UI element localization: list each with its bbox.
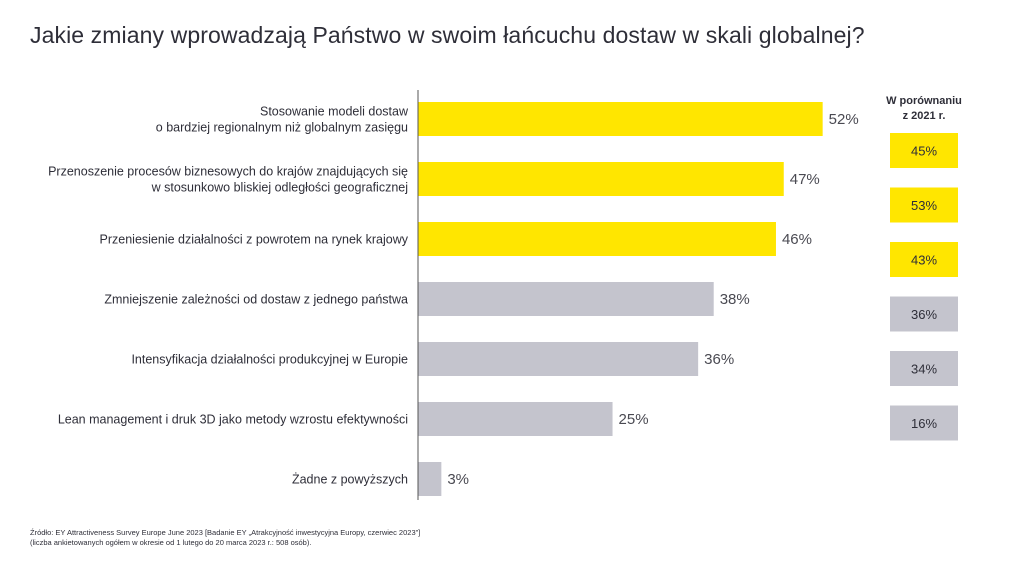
category-label-0: Stosowanie modeli dostaw o bardziej regio…	[156, 105, 409, 135]
comparison-value-3: 36%	[911, 307, 937, 322]
category-label-6: Żadne z powyższych	[292, 473, 408, 487]
source-line-1: Źródło: EY Attractiveness Survey Europe …	[30, 528, 421, 537]
bars-group: 52% Stosowanie modeli dostaw o bardziej re…	[48, 102, 859, 496]
comparison-box-4	[890, 351, 958, 386]
comparison-box-0	[890, 133, 958, 168]
comparison-box-5	[890, 405, 958, 441]
comparison-value-4: 34%	[911, 362, 937, 377]
bar-3	[418, 282, 714, 316]
category-label-5: Lean management i druk 3D jako metody wz…	[58, 413, 408, 427]
bar-value-label-4: 36%	[704, 351, 734, 368]
comparison-box-2	[890, 242, 958, 277]
comparison-value-1: 53%	[911, 198, 937, 213]
bar-1	[418, 162, 784, 196]
bar-0	[418, 102, 823, 136]
comparison-value-0: 45%	[911, 144, 937, 159]
bar-value-label-1: 47%	[790, 171, 820, 188]
comparison-value-2: 43%	[911, 253, 937, 268]
bar-value-label-2: 46%	[782, 231, 812, 248]
comparison-header: W porównaniu z 2021 r.	[886, 95, 962, 122]
source-note: Źródło: EY Attractiveness Survey Europe …	[30, 528, 420, 548]
comparison-box-3	[890, 296, 958, 332]
bar-value-label-3: 38%	[720, 291, 750, 308]
bar-value-label-0: 52%	[829, 111, 859, 128]
bar-2	[418, 222, 776, 256]
source-line-2: (liczba ankietowanych ogółem w okresie o…	[30, 538, 312, 547]
bar-6	[418, 462, 442, 496]
bar-5	[418, 402, 613, 436]
bar-value-label-6: 3%	[447, 471, 469, 488]
category-label-1: Przenoszenie procesów biznesowych do kra…	[48, 165, 408, 195]
chart-title: Jakie zmiany wprowadzają Państwo w swoim…	[30, 22, 865, 48]
category-label-2: Przeniesienie działalności z powrotem na…	[100, 233, 409, 247]
comparison-panel: W porównaniu z 2021 r. 45% 53% 43% 36% 34% 16%	[886, 95, 962, 441]
bar-4	[418, 342, 699, 376]
category-label-3: Zmniejszenie zależności od dostaw z jedn…	[104, 293, 408, 307]
comparison-value-5: 16%	[911, 416, 937, 431]
comparison-box-1	[890, 187, 958, 223]
category-label-4: Intensyfikacja działalności produkcyjnej…	[131, 353, 408, 367]
bar-value-label-5: 25%	[619, 411, 649, 428]
